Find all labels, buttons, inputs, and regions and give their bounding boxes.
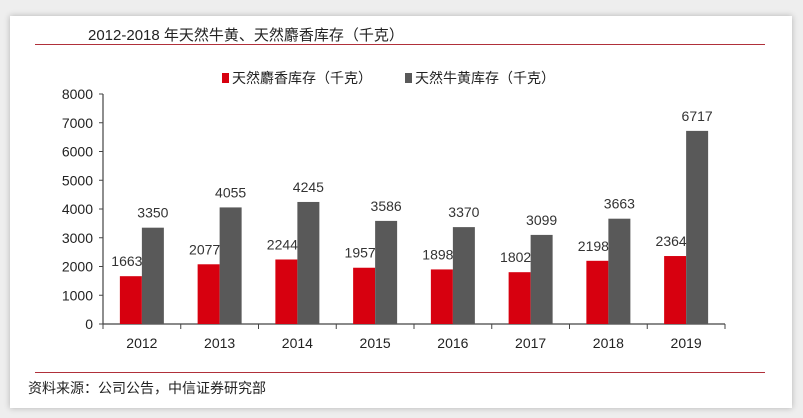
data-label: 1802: [500, 249, 531, 265]
bar-bezoar-2012: [141, 227, 164, 324]
data-label: 2198: [578, 238, 609, 254]
bar-bezoar-2017: [530, 234, 553, 324]
x-tick-label: 2013: [204, 335, 235, 351]
data-label: 2244: [267, 236, 298, 252]
y-tick-label: 0: [85, 316, 93, 332]
title-divider: [35, 44, 765, 45]
bar-musk-2018: [586, 260, 609, 324]
bar-bezoar-2019: [686, 130, 709, 324]
x-tick-label: 2014: [282, 335, 313, 351]
bar-musk-2019: [664, 256, 687, 324]
bar-bezoar-2013: [219, 207, 242, 324]
x-tick-label: 2012: [126, 335, 157, 351]
bar-musk-2017: [508, 272, 531, 324]
legend-swatch: [405, 73, 412, 83]
bar-musk-2012: [119, 276, 142, 324]
data-label: 3370: [448, 204, 479, 220]
x-tick-label: 2015: [360, 335, 391, 351]
x-tick-label: 2017: [515, 335, 546, 351]
bar-bezoar-2016: [452, 227, 475, 324]
data-label: 3586: [371, 198, 402, 214]
y-tick-label: 8000: [62, 86, 93, 102]
legend-label: 天然牛黄库存（千克）: [415, 70, 555, 86]
data-label: 4245: [293, 179, 324, 195]
data-label: 4055: [215, 184, 246, 200]
data-label: 3663: [604, 196, 635, 212]
legend-label: 天然麝香库存（千克）: [232, 70, 372, 86]
bar-bezoar-2018: [608, 218, 631, 324]
bar-musk-2016: [430, 269, 453, 324]
y-tick-label: 5000: [62, 172, 93, 188]
x-tick-label: 2018: [593, 335, 624, 351]
data-label: 1663: [111, 253, 142, 269]
data-label: 6717: [682, 108, 713, 124]
data-label: 1957: [345, 245, 376, 261]
bar-bezoar-2014: [297, 201, 320, 324]
y-tick-label: 2000: [62, 259, 93, 275]
bar-musk-2014: [275, 259, 298, 324]
legend-swatch: [222, 73, 229, 83]
data-label: 2364: [656, 233, 687, 249]
data-label: 1898: [422, 246, 453, 262]
x-tick-label: 2016: [437, 335, 468, 351]
bar-musk-2015: [353, 267, 376, 324]
y-tick-label: 6000: [62, 144, 93, 160]
bar-musk-2013: [197, 264, 220, 324]
data-label: 2077: [189, 241, 220, 257]
data-label: 3099: [526, 212, 557, 228]
source-note: 资料来源：公司公告，中信证券研究部: [28, 380, 266, 396]
data-label: 3350: [137, 205, 168, 221]
chart-title: 2012-2018 年天然牛黄、天然麝香库存（千克）: [88, 27, 404, 44]
footer-divider: [35, 372, 765, 373]
x-tick-label: 2019: [671, 335, 702, 351]
chart-card: [10, 16, 792, 408]
y-tick-label: 4000: [62, 201, 93, 217]
y-tick-label: 1000: [62, 287, 93, 303]
bar-bezoar-2015: [375, 220, 398, 324]
y-tick-label: 3000: [62, 230, 93, 246]
y-tick-label: 7000: [62, 115, 93, 131]
